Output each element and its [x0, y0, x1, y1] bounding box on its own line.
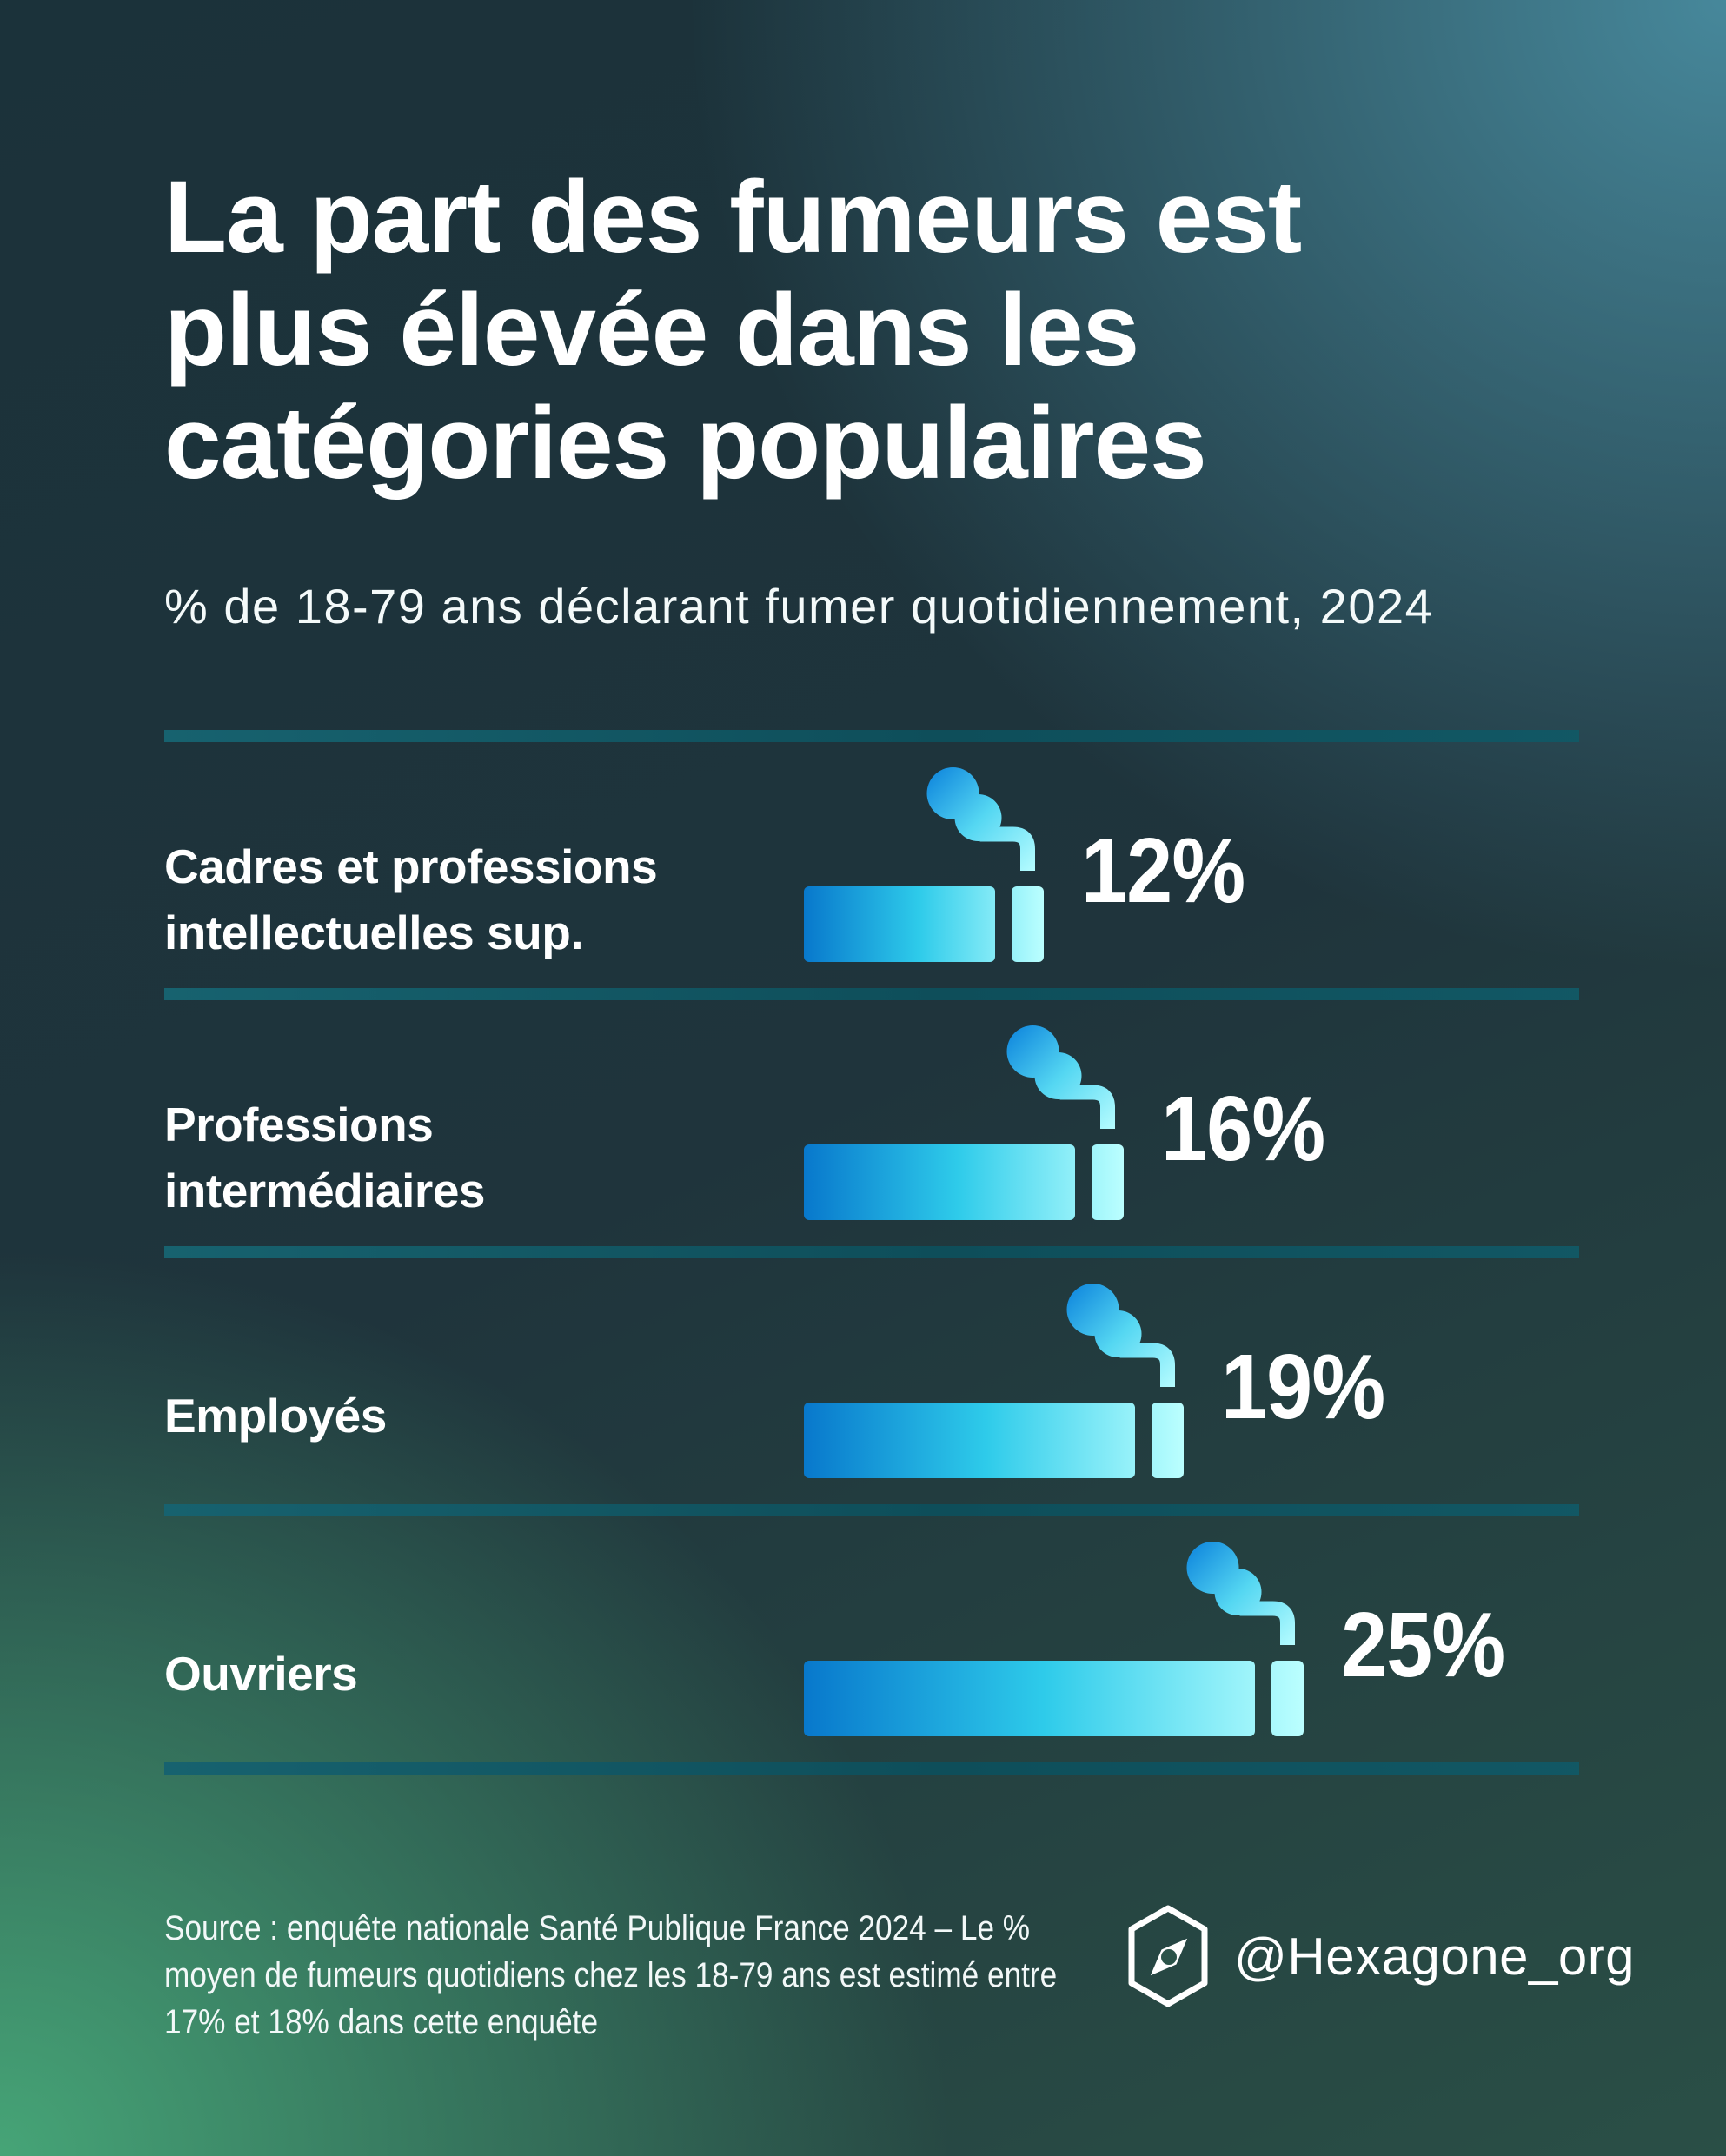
category-label: Employés [164, 1383, 387, 1449]
cigarette-bar-icon [804, 1542, 1304, 1736]
category-label-line-1: Ouvriers [164, 1647, 358, 1701]
source-note: Source : enquête nationale Santé Publiqu… [164, 1905, 1057, 2046]
divider-line [164, 1504, 1579, 1516]
category-label: Cadres et professions intellectuelles su… [164, 833, 658, 965]
category-label-line-1: Cadres et professions [164, 839, 658, 893]
bar-chart: Cadres et professions intellectuelles su… [164, 730, 1579, 1775]
value-label: 16% [1161, 1078, 1325, 1180]
source-line-3: 17% et 18% dans cette enquête [164, 2003, 599, 2041]
divider-line [164, 730, 1579, 742]
value-label: 12% [1081, 819, 1245, 922]
category-label: Professions intermédiaires [164, 1091, 486, 1224]
value-label: 25% [1341, 1594, 1505, 1696]
title-line-1: La part des fumeurs est [164, 160, 1302, 275]
title-line-3: catégories populaires [164, 386, 1207, 501]
chart-row-employes: Employés 19% [164, 1258, 1579, 1504]
source-line-1: Source : enquête nationale Santé Publiqu… [164, 1909, 1031, 1947]
chart-subtitle: % de 18-79 ans déclarant fumer quotidien… [164, 579, 1434, 634]
source-line-2: moyen de fumeurs quotidiens chez les 18-… [164, 1956, 1058, 1994]
value-label: 19% [1221, 1336, 1385, 1438]
chart-row-ouvriers: Ouvriers 25% [164, 1516, 1579, 1762]
title-line-2: plus élevée dans les [164, 273, 1139, 388]
divider-line [164, 1762, 1579, 1775]
category-label-line-1: Employés [164, 1389, 387, 1443]
social-handle: @Hexagone_org [1234, 1927, 1636, 1986]
category-label-line-1: Professions [164, 1098, 434, 1151]
divider-line [164, 1246, 1579, 1258]
cigarette-bar-icon [804, 1284, 1184, 1478]
brand-block: @Hexagone_org [1125, 1905, 1635, 2007]
category-label: Ouvriers [164, 1641, 358, 1707]
chart-row-professions-intermediaires: Professions intermédiaires 16% [164, 1000, 1579, 1246]
chart-row-cadres: Cadres et professions intellectuelles su… [164, 742, 1579, 988]
cigarette-bar-icon [804, 767, 1044, 962]
page-title: La part des fumeurs est plus élevée dans… [164, 160, 1302, 501]
divider-line [164, 988, 1579, 1000]
hexagone-compass-logo-icon [1128, 1905, 1208, 2007]
category-label-line-2: intermédiaires [164, 1164, 486, 1217]
category-label-line-2: intellectuelles sup. [164, 906, 584, 959]
cigarette-bar-icon [804, 1025, 1124, 1220]
